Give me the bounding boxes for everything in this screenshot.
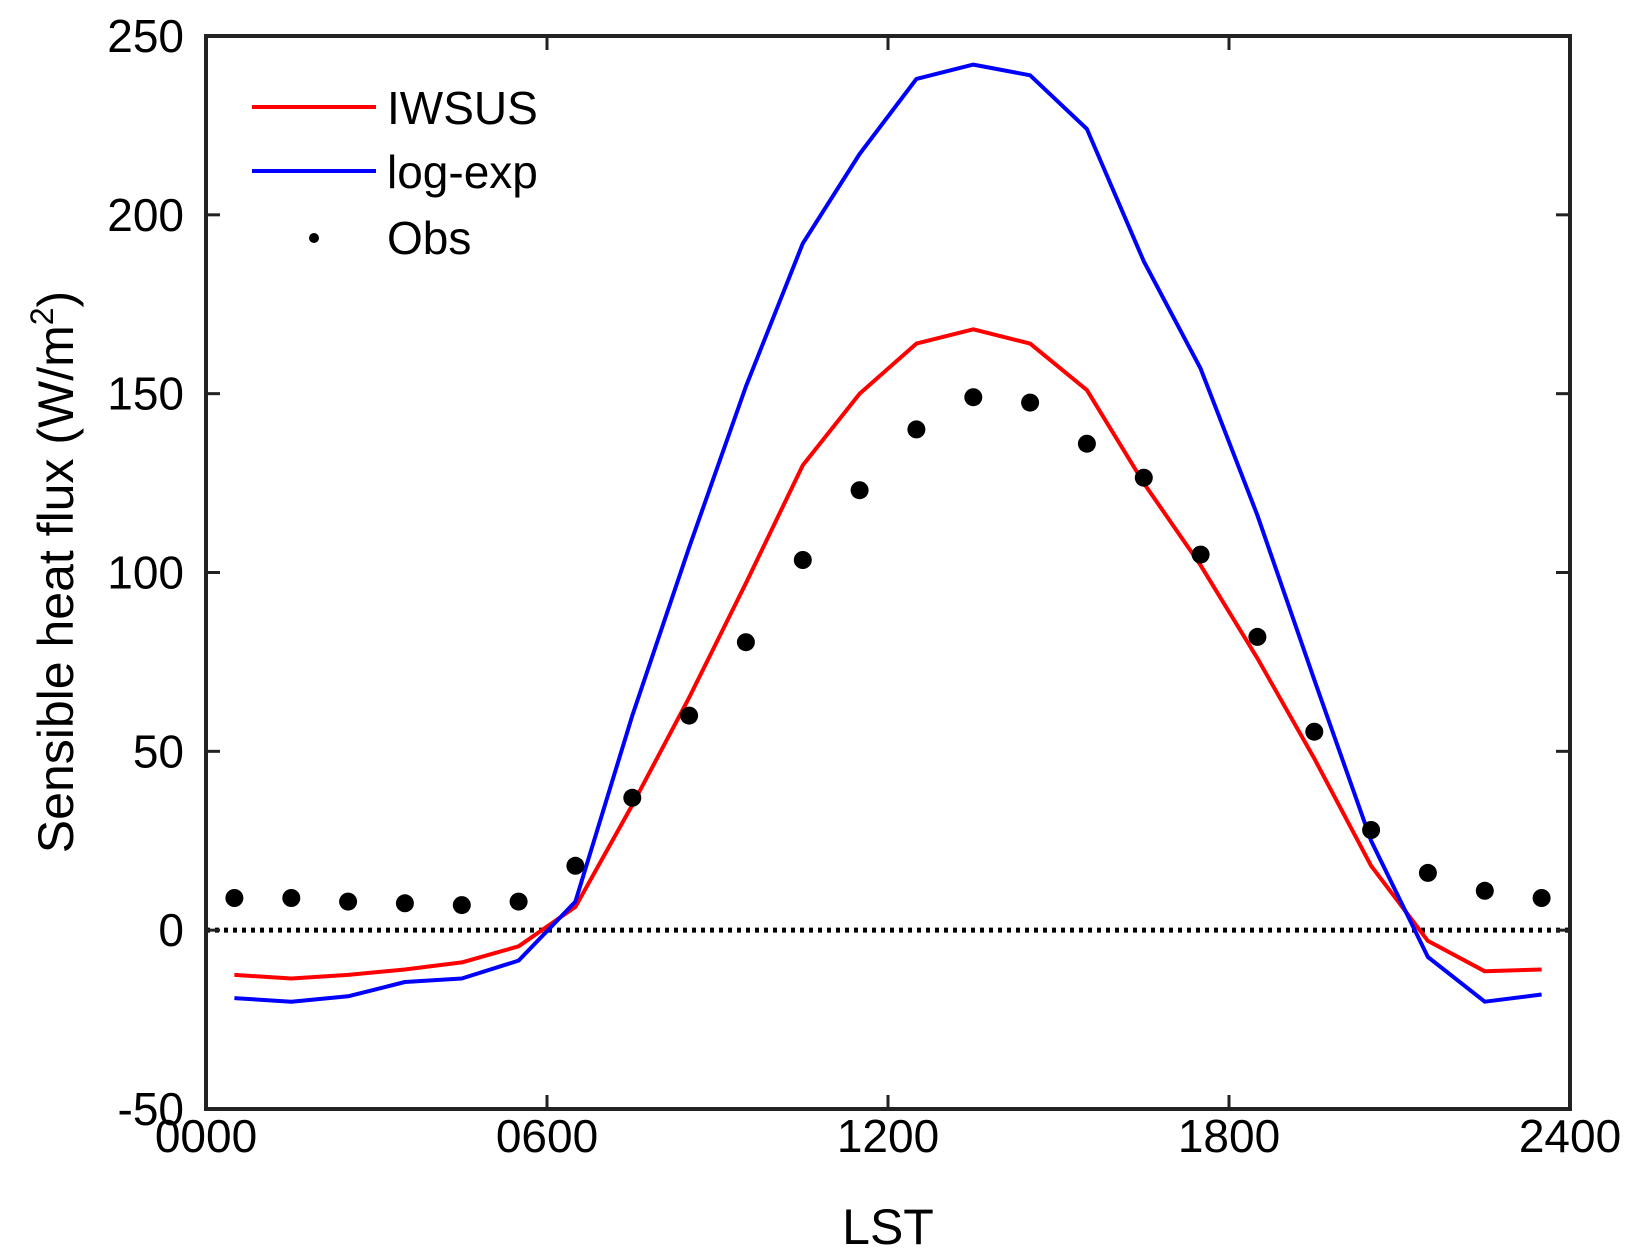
legend: IWSUS log-exp Obs [252, 82, 538, 264]
data-point-obs [793, 551, 812, 569]
x-tick-label: 1200 [837, 1110, 939, 1162]
legend-marker-obs [309, 233, 319, 243]
y-tick-label: 100 [107, 547, 184, 599]
y-tick-label: 200 [107, 189, 184, 241]
data-point-obs [1134, 468, 1153, 487]
legend-label-obs: Obs [387, 212, 471, 264]
data-point-obs [680, 706, 699, 725]
data-point-obs [282, 889, 301, 907]
data-point-obs [1077, 434, 1096, 453]
data-point-obs [1475, 881, 1494, 900]
data-point-obs [1418, 863, 1437, 882]
y-axis-label-close: ) [28, 291, 84, 308]
y-tick-label: 250 [107, 10, 184, 62]
data-point-obs [964, 388, 983, 407]
data-point-obs [452, 896, 471, 915]
plot-frame [204, 34, 1572, 1111]
y-axis-label: Sensible heat flux (W/m2) [24, 291, 84, 853]
plot-marks [206, 62, 1570, 1004]
data-point-obs [1362, 821, 1381, 839]
legend-label-log-exp: log-exp [387, 146, 538, 198]
data-point-obs [509, 892, 528, 911]
y-tick-label: -50 [118, 1083, 184, 1135]
x-tick-label: 2400 [1519, 1110, 1621, 1162]
legend-label-iwsus: IWSUS [387, 82, 538, 134]
data-point-obs [623, 788, 642, 807]
y-axis-label-superscript: 2 [24, 307, 60, 325]
data-point-obs [1532, 889, 1551, 907]
x-tick-label: 0600 [496, 1110, 598, 1162]
y-tick-label: 0 [158, 904, 184, 956]
x-tick-label: 1800 [1178, 1110, 1280, 1162]
data-point-obs [395, 894, 414, 913]
data-point-obs [1248, 627, 1267, 646]
data-point-obs [907, 420, 926, 439]
x-tick-label: 0000 [155, 1110, 257, 1162]
data-point-obs [1191, 545, 1210, 564]
data-point-obs [566, 856, 585, 875]
series-line-iwsus [234, 327, 1542, 981]
data-point-obs [1021, 393, 1040, 412]
x-axis-label: LST [842, 1199, 934, 1255]
data-point-obs [339, 892, 358, 911]
data-point-obs [225, 889, 244, 907]
data-point-obs [736, 633, 755, 652]
series-line-log-exp [234, 62, 1542, 1004]
y-tick-label: 50 [133, 725, 184, 777]
data-point-obs [1305, 722, 1324, 741]
y-tick-label: 150 [107, 368, 184, 420]
axis-ticks: 0000 0600 1200 1800 2400 -50 0 50 100 150 200 250 [107, 10, 1621, 1162]
data-point-obs [850, 481, 869, 500]
